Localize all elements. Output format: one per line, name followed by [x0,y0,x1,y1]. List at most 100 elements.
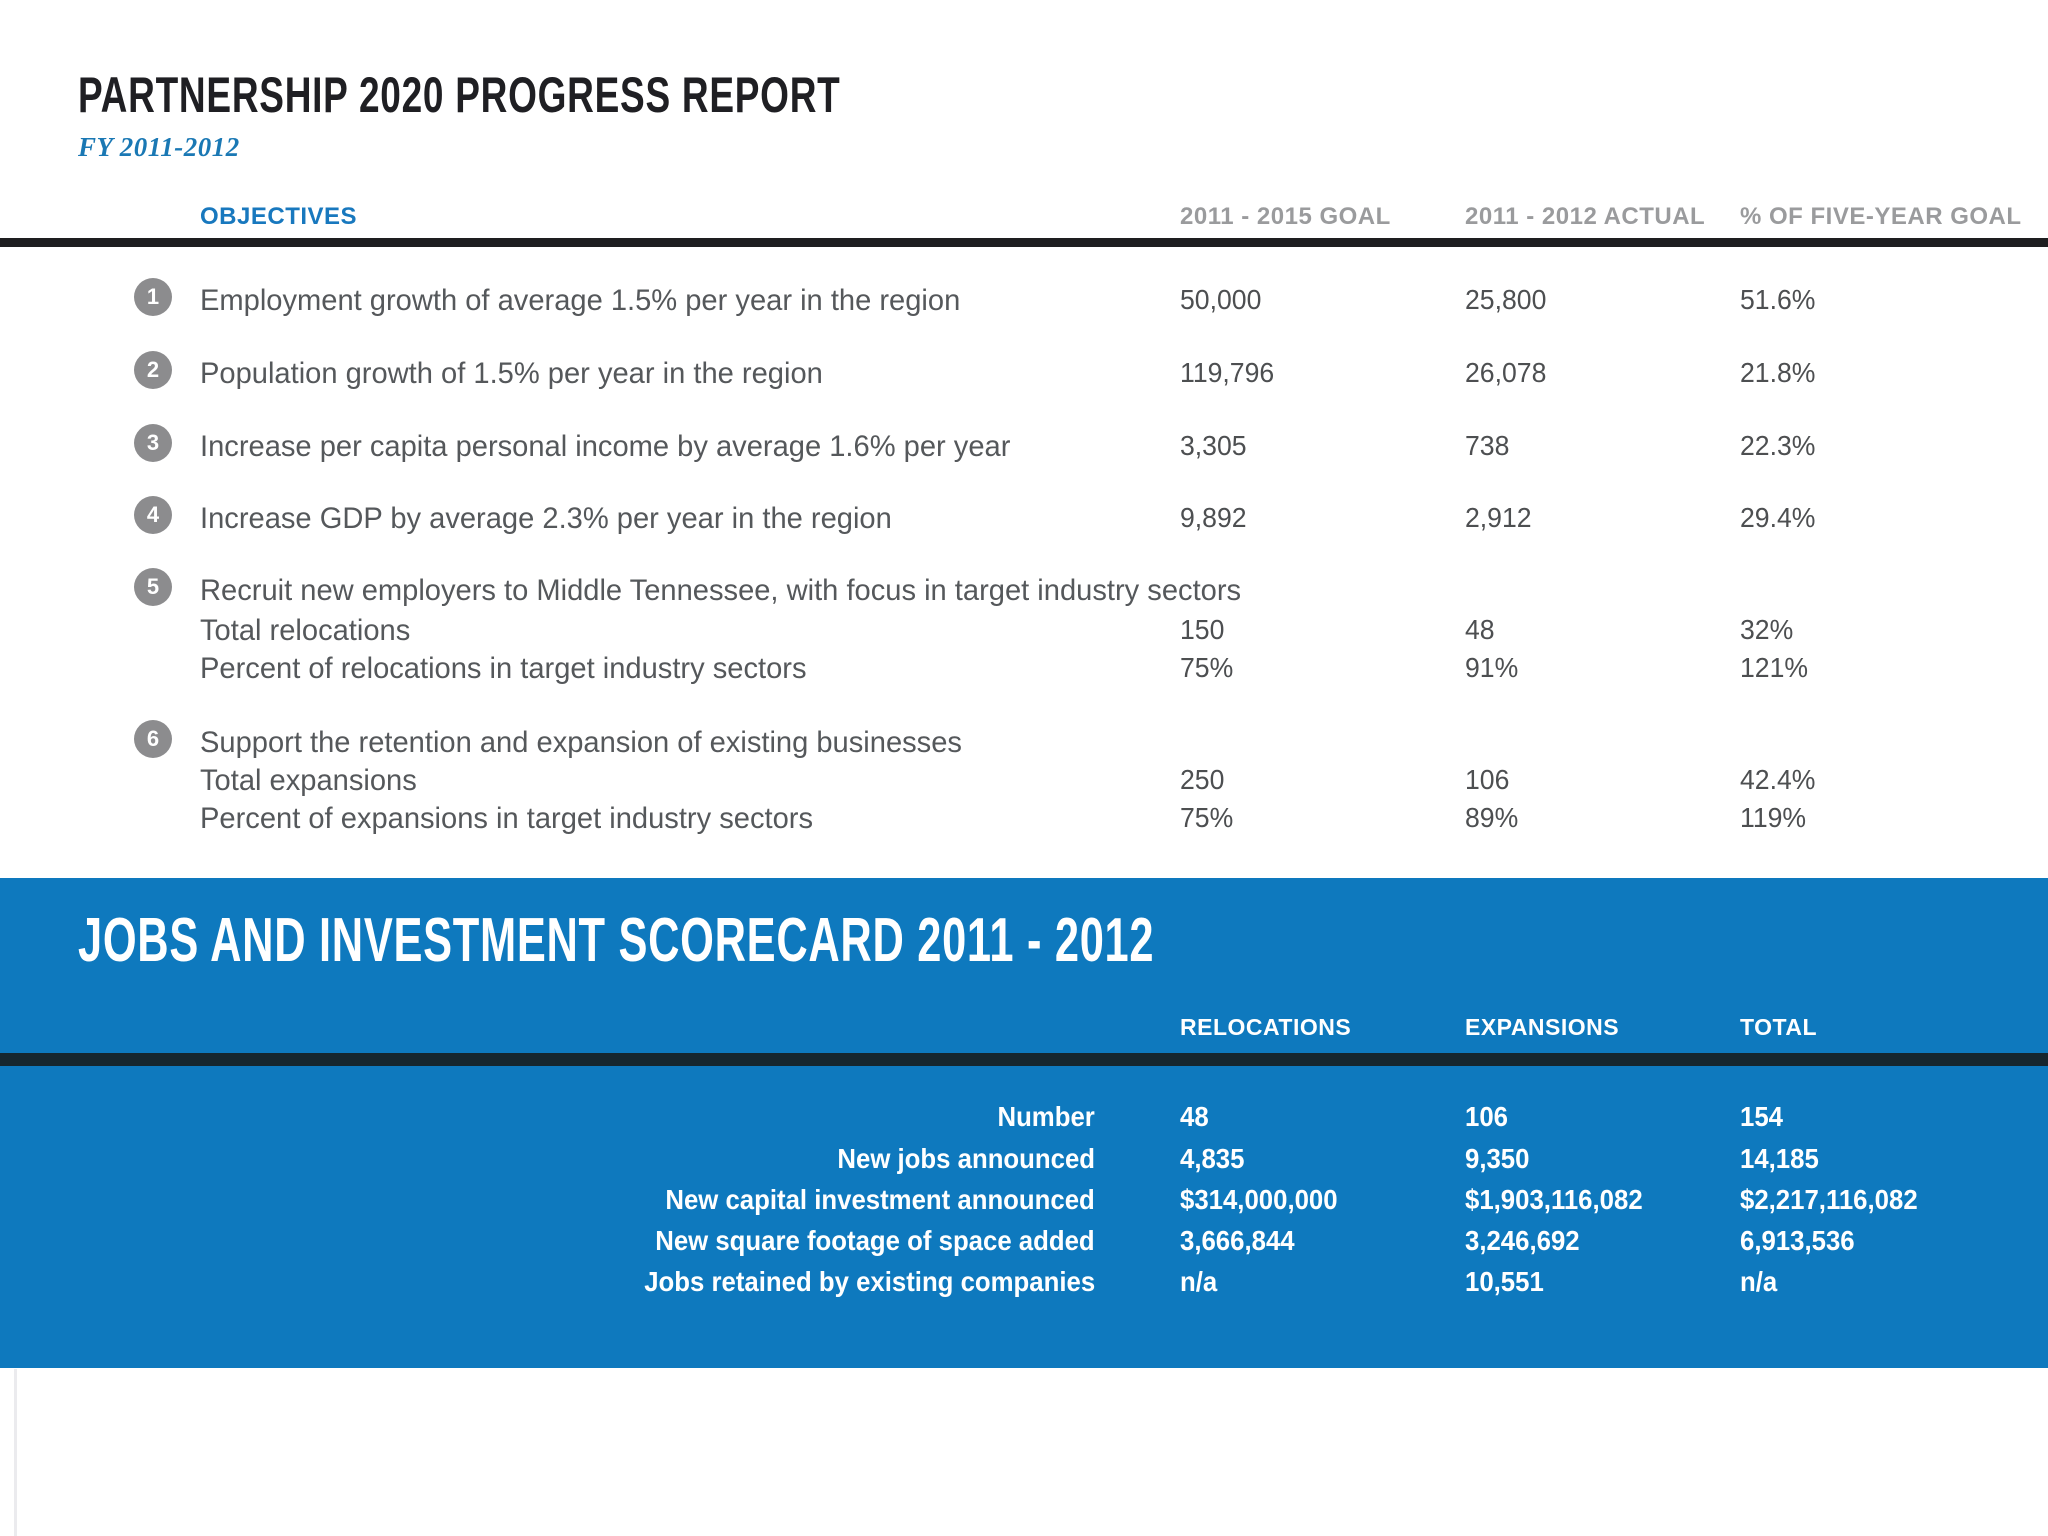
scorecard-relocations-value: 4,835 [1180,1143,1250,1175]
objective-actual-value-text: 25,800 [1465,284,1547,315]
objective-pct-value-text: 29.4% [1740,502,1816,533]
objective-number-badge: 2 [134,351,172,389]
objective-pct-value: 119% [1740,802,1810,834]
page-edge-line [14,1369,17,1536]
scorecard-total-value: 6,913,536 [1740,1225,1865,1257]
objective-pct-value: 22.3% [1740,430,1819,462]
scorecard-expansions-value: 10,551 [1465,1266,1551,1298]
scorecard-relocations-value-text: n/a [1180,1266,1218,1297]
scorecard-expansions-value: $1,903,116,082 [1465,1184,1658,1216]
objective-goal-value: 9,892 [1180,502,1250,534]
objective-label-text: Population growth of 1.5% per year in th… [200,357,823,390]
scorecard-relocations-value-text: 3,666,844 [1180,1225,1295,1256]
objective-sub-row: Total relocations 150 48 32% [0,614,2048,648]
scorecard-total-value: 14,185 [1740,1143,1826,1175]
objective-actual-value: 25,800 [1465,284,1551,316]
objectives-column-header: OBJECTIVES [200,203,358,230]
scorecard-row-label: Number [495,1101,1095,1133]
scorecard-relocations-value: 3,666,844 [1180,1225,1305,1257]
scorecard-expansions-value-text: 3,246,692 [1465,1225,1580,1256]
objective-sub-row: Total expansions 250 106 42.4% [0,764,2048,798]
objective-actual-value: 89% [1465,802,1521,834]
scorecard-expansions-value-text: 10,551 [1465,1266,1544,1297]
objective-pct-value: 32% [1740,614,1796,646]
objective-number-badge: 1 [134,278,172,316]
objective-actual-value-text: 26,078 [1465,357,1547,388]
objective-label-text: Support the retention and expansion of e… [200,726,962,759]
objective-goal-value: 75% [1180,802,1236,834]
objective-pct-value: 21.8% [1740,357,1819,389]
scorecard-total-value-text: $2,217,116,082 [1740,1184,1918,1215]
scorecard-divider-rule [0,1053,2048,1066]
scorecard-total-value-text: 6,913,536 [1740,1225,1855,1256]
objective-label: Increase per capita personal income by a… [200,430,1035,464]
objective-goal-value-text: 119,796 [1180,357,1275,388]
objective-goal-value-text: 75% [1180,802,1234,833]
objective-goal-value-text: 150 [1180,614,1225,645]
objective-label-text: Increase GDP by average 2.3% per year in… [200,502,892,535]
goal-column-header: 2011 - 2015 GOAL [1180,203,1391,230]
objective-label: Population growth of 1.5% per year in th… [200,357,842,391]
objective-row: 1 Employment growth of average 1.5% per y… [0,278,2048,318]
scorecard-total-value: 154 [1740,1101,1787,1133]
scorecard-expansions-value-text: 9,350 [1465,1143,1530,1174]
scorecard-title-text: JOBS AND INVESTMENT SCORECARD 2011 - 201… [78,906,1155,975]
objective-sub-label: Percent of relocations in target industr… [200,652,825,686]
objective-row: 3 Increase per capita personal income by … [0,424,2048,464]
scorecard-relocations-value-text: 48 [1180,1101,1209,1132]
objective-goal-value: 119,796 [1180,357,1279,389]
objective-actual-value: 48 [1465,614,1496,646]
objective-pct-value: 29.4% [1740,502,1819,534]
scorecard-title: JOBS AND INVESTMENT SCORECARD 2011 - 201… [78,905,1615,976]
objective-pct-value: 42.4% [1740,764,1819,796]
objective-sub-label-text: Total expansions [200,764,417,797]
expansions-column-header: EXPANSIONS [1465,1014,1620,1040]
scorecard-row-label-text: New jobs announced [837,1143,1095,1174]
page-title: PARTNERSHIP 2020 PROGRESS REPORT [78,66,1108,124]
objective-label: Employment growth of average 1.5% per ye… [200,284,984,318]
objective-pct-value-text: 42.4% [1740,764,1816,795]
header-divider-rule [0,238,2048,247]
scorecard-row-label: New jobs announced [495,1143,1095,1175]
objective-goal-value-text: 50,000 [1180,284,1262,315]
scorecard-row-label: New capital investment announced [495,1184,1095,1216]
relocations-column-header: RELOCATIONS [1180,1014,1352,1040]
objective-goal-value: 250 [1180,764,1227,796]
scorecard-row: Jobs retained by existing companies n/a 10… [0,1266,2048,1300]
scorecard-row-label-text: Number [997,1101,1095,1132]
objective-label: Support the retention and expansion of e… [200,726,986,760]
objective-actual-value: 738 [1465,430,1512,462]
total-column-header: TOTAL [1740,1014,1818,1040]
objective-number-badge: 6 [134,720,172,758]
scorecard-row: Number 48 106 154 [0,1101,2048,1135]
scorecard-total-value-text: 154 [1740,1101,1783,1132]
scorecard-row: New square footage of space added 3,666,8… [0,1225,2048,1259]
objective-pct-value-text: 22.3% [1740,430,1816,461]
objective-number-badge: 4 [134,496,172,534]
objective-row: 5 Recruit new employers to Middle Tenness… [0,568,2048,608]
objective-goal-value: 50,000 [1180,284,1266,316]
five-year-goal-column-header: % OF FIVE-YEAR GOAL [1740,203,2022,230]
objective-pct-value-text: 119% [1740,802,1807,833]
objective-sub-label-text: Total relocations [200,614,411,647]
scorecard-total-value: n/a [1740,1266,1780,1298]
objective-actual-value: 106 [1465,764,1512,796]
scorecard-row: New jobs announced 4,835 9,350 14,185 [0,1143,2048,1177]
objective-goal-value: 75% [1180,652,1236,684]
objective-sub-row: Percent of relocations in target industr… [0,652,2048,686]
objective-label-text: Recruit new employers to Middle Tennesse… [200,574,1242,607]
scorecard-row: New capital investment announced $314,000… [0,1184,2048,1218]
objective-sub-label-text: Percent of expansions in target industry… [200,802,814,835]
page-title-text: PARTNERSHIP 2020 PROGRESS REPORT [78,67,841,123]
scorecard-relocations-value: 48 [1180,1101,1211,1133]
objective-goal-value: 3,305 [1180,430,1250,462]
objective-pct-value-text: 21.8% [1740,357,1816,388]
objective-sub-label: Total relocations [200,614,417,648]
scorecard-expansions-value: 106 [1465,1101,1512,1133]
actual-column-header: 2011 - 2012 ACTUAL [1465,203,1706,230]
objective-label: Recruit new employers to Middle Tennesse… [200,574,1273,608]
objective-label: Increase GDP by average 2.3% per year in… [200,502,913,536]
objective-sub-label: Percent of expansions in target industry… [200,802,832,836]
objective-actual-value: 91% [1465,652,1521,684]
